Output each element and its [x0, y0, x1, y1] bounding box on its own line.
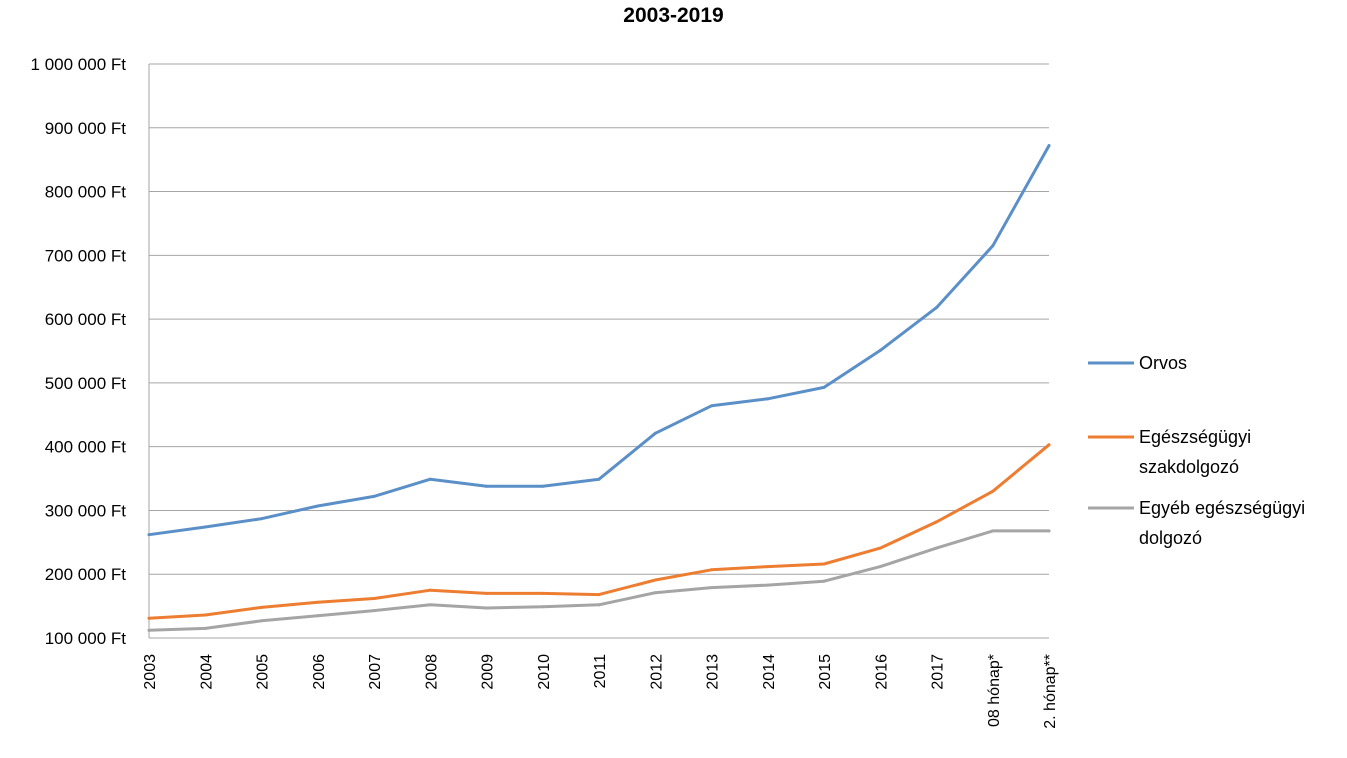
data-point: [428, 603, 432, 607]
data-point: [485, 591, 488, 595]
x-tick-label: 2016: [873, 654, 890, 690]
data-point: [710, 568, 713, 572]
x-tick-label: 2017: [930, 654, 947, 690]
data-point: [597, 603, 601, 607]
y-tick-label: 100 000 Ft: [45, 629, 127, 648]
y-tick-label: 500 000 Ft: [45, 374, 127, 393]
y-tick-label: 700 000 Ft: [45, 246, 127, 265]
y-axis: 100 000 Ft 200 000 Ft 300 000 Ft 400 000 Ft…: [31, 55, 150, 648]
x-tick-label: 2011: [592, 654, 609, 689]
data-point: [147, 533, 151, 537]
data-point: [766, 583, 770, 587]
x-tick-label: 2015: [817, 654, 834, 690]
legend: Orvos Egészségügyi szakdolgozó Egyéb egészs…: [1088, 353, 1305, 548]
data-point: [260, 517, 263, 521]
data-point: [766, 397, 770, 401]
data-point: [935, 306, 938, 310]
data-point: [541, 484, 545, 488]
data-point: [597, 593, 601, 597]
x-tick-label: 2007: [367, 654, 384, 690]
data-point: [822, 562, 826, 566]
data-point: [541, 605, 545, 609]
y-tick-label: 300 000 Ft: [45, 501, 127, 520]
x-tick-label: 2003: [142, 654, 159, 690]
data-point: [1047, 144, 1051, 148]
data-point: [991, 244, 995, 248]
data-point: [822, 385, 826, 389]
series-line-1: [147, 443, 1051, 620]
x-tick-label: 2005: [255, 654, 272, 690]
data-point: [203, 525, 207, 529]
data-point: [147, 628, 151, 632]
legend-label: szakdolgozó: [1139, 457, 1239, 477]
data-point: [260, 619, 263, 623]
y-tick-label: 900 000 Ft: [45, 119, 127, 138]
x-tick-label: 2012: [648, 654, 665, 690]
data-point: [878, 348, 882, 352]
data-point: [935, 520, 938, 524]
data-point: [935, 546, 938, 550]
x-tick-label: 2014: [761, 654, 778, 690]
data-point: [428, 477, 432, 481]
legend-label: Egészségügyi: [1139, 427, 1251, 447]
data-point: [991, 529, 995, 533]
data-point: [878, 546, 882, 550]
data-point: [260, 605, 263, 609]
data-point: [991, 489, 995, 493]
data-point: [710, 586, 713, 590]
data-point: [822, 579, 826, 583]
data-point: [316, 504, 320, 508]
data-point: [710, 404, 713, 408]
x-tick-label: 2009: [480, 654, 497, 690]
legend-label: Egyéb egészségügyi: [1139, 498, 1305, 518]
data-point: [766, 565, 770, 569]
data-point: [653, 591, 657, 595]
data-point: [372, 494, 376, 498]
data-point: [1047, 529, 1051, 533]
x-tick-label: 2004: [198, 654, 215, 690]
data-point: [653, 431, 657, 435]
data-point: [203, 626, 207, 630]
data-point: [653, 578, 657, 582]
x-tick-label: 2. hónap**: [1042, 654, 1059, 729]
y-tick-label: 600 000 Ft: [45, 310, 127, 329]
legend-label: dolgozó: [1139, 528, 1202, 548]
y-tick-label: 200 000 Ft: [45, 565, 127, 584]
data-point: [372, 596, 376, 600]
y-tick-label: 400 000 Ft: [45, 438, 127, 457]
data-point: [316, 614, 320, 618]
data-point: [316, 600, 320, 604]
gridlines: [149, 63, 1049, 639]
chart-title: 2003-2019: [623, 4, 724, 27]
x-tick-label: 2008: [423, 654, 440, 690]
x-tick-label: 2013: [705, 654, 722, 690]
series-line-2: [147, 529, 1051, 632]
data-point: [1047, 443, 1051, 447]
series-lines: [147, 144, 1051, 632]
data-point: [428, 588, 432, 592]
y-tick-label: 800 000 Ft: [45, 183, 127, 202]
legend-label: Orvos: [1139, 353, 1187, 373]
data-point: [485, 606, 488, 610]
data-point: [485, 484, 488, 488]
data-point: [372, 609, 376, 613]
x-tick-label: 08 hónap*: [986, 654, 1003, 727]
data-point: [147, 616, 151, 620]
x-axis: 2003 2004 2005 2006 2007 2008 2009 2010 2011 2012…: [142, 654, 1059, 729]
data-point: [878, 565, 882, 569]
y-tick-label: 1 000 000 Ft: [31, 55, 127, 74]
data-point: [597, 477, 601, 481]
series-line-0: [147, 144, 1051, 537]
x-tick-label: 2010: [536, 654, 553, 690]
x-tick-label: 2006: [311, 654, 328, 690]
data-point: [203, 613, 207, 617]
data-point: [541, 591, 545, 595]
